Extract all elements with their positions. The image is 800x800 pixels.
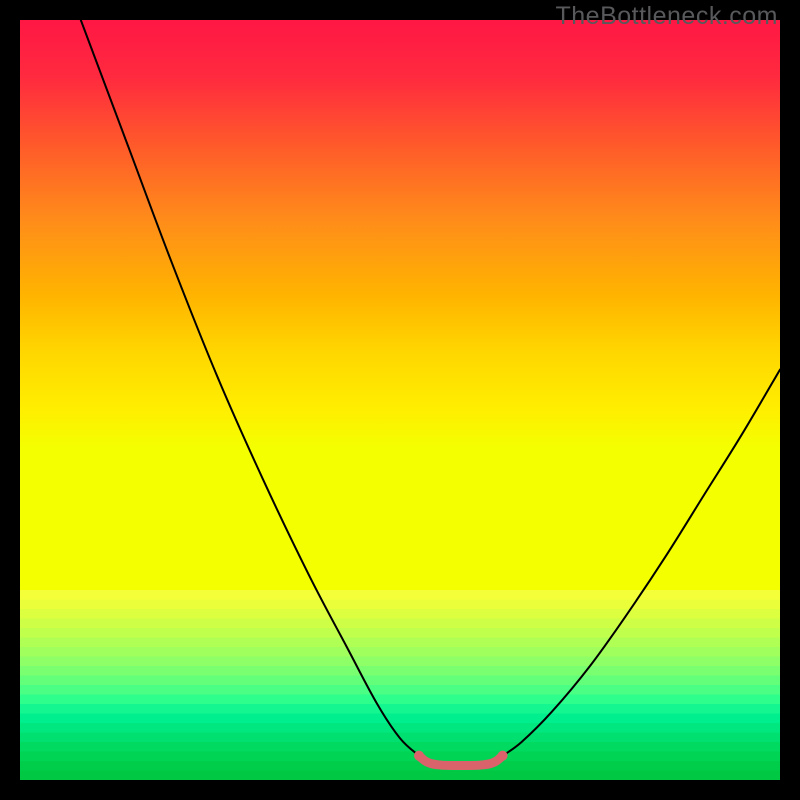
heatmap-band bbox=[20, 742, 780, 752]
heatmap-band bbox=[20, 695, 780, 705]
heatmap-band bbox=[20, 666, 780, 676]
heatmap-band bbox=[20, 609, 780, 619]
heatmap-band bbox=[20, 638, 780, 648]
heatmap-band bbox=[20, 590, 780, 600]
chart-svg bbox=[20, 20, 780, 780]
watermark-text: TheBottleneck.com bbox=[556, 2, 779, 31]
heatmap-band bbox=[20, 657, 780, 667]
heatmap-band bbox=[20, 600, 780, 610]
heatmap-band bbox=[20, 647, 780, 657]
heatmap-band bbox=[20, 752, 780, 762]
heatmap-band bbox=[20, 628, 780, 638]
chart-frame: TheBottleneck.com bbox=[0, 0, 800, 800]
heatmap-band bbox=[20, 771, 780, 781]
optimal-range-start-dot bbox=[414, 751, 424, 761]
heatmap-band bbox=[20, 619, 780, 629]
heatmap-band bbox=[20, 761, 780, 771]
plot-area bbox=[20, 20, 780, 780]
optimal-range-end-dot bbox=[498, 751, 508, 761]
heatmap-band bbox=[20, 723, 780, 733]
heatmap-gradient bbox=[20, 20, 780, 591]
heatmap-band bbox=[20, 676, 780, 686]
heatmap-band bbox=[20, 714, 780, 724]
heatmap-band bbox=[20, 685, 780, 695]
heatmap-band bbox=[20, 704, 780, 714]
